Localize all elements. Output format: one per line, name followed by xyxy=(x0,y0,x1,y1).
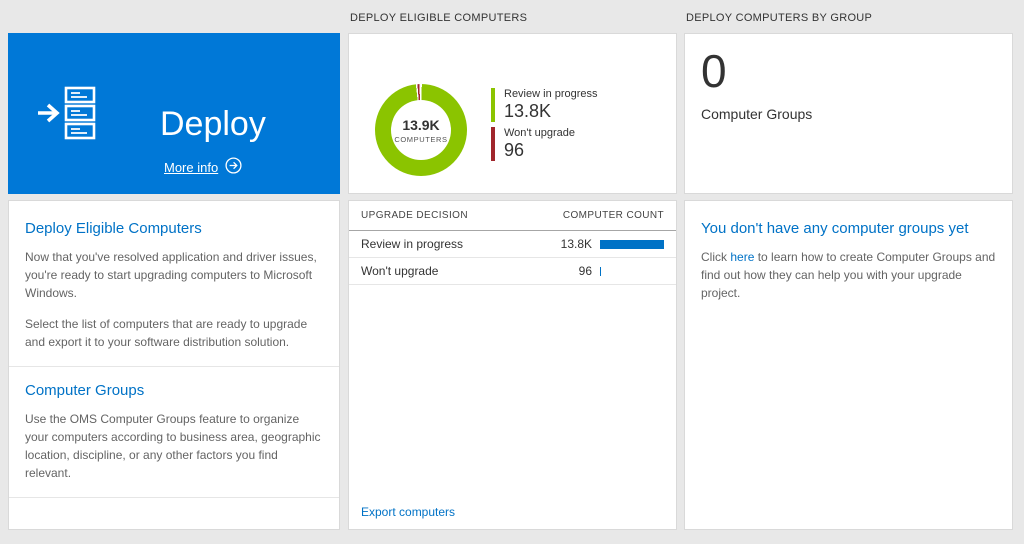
donut-center-value: 13.9K xyxy=(402,116,440,133)
deploy-tile-title: Deploy xyxy=(160,105,266,143)
here-link[interactable]: here xyxy=(730,250,755,264)
column-header-upgrade-decision: UPGRADE DECISION xyxy=(361,210,468,221)
no-groups-paragraph: Click here to learn how to create Comput… xyxy=(701,248,996,302)
legend-label: Review in progress xyxy=(504,88,598,100)
legend-item-wont-upgrade: Won't upgrade 96 xyxy=(491,127,598,161)
legend-label: Won't upgrade xyxy=(504,127,576,139)
upgrade-decision-cell: Won't upgrade xyxy=(361,264,439,278)
donut-hole: 13.9K COMPUTERS xyxy=(391,100,451,160)
column-header-deploy-computers-by-group: DEPLOY COMPUTERS BY GROUP xyxy=(686,12,873,24)
divider xyxy=(9,497,339,498)
table-row[interactable]: Review in progress 13.8K xyxy=(349,231,676,258)
no-groups-text-after: to learn how to create Computer Groups a… xyxy=(701,250,996,300)
legend-swatch-red xyxy=(491,127,495,161)
legend-value: 13.8K xyxy=(504,101,552,121)
legend-item-review-in-progress: Review in progress 13.8K xyxy=(491,88,598,122)
column-header-deploy-eligible-computers: DEPLOY ELIGIBLE COMPUTERS xyxy=(350,12,528,24)
no-groups-text-before: Click xyxy=(701,250,731,264)
donut-chart[interactable]: 13.9K COMPUTERS xyxy=(375,84,467,176)
divider xyxy=(9,366,339,367)
no-groups-title: You don't have any computer groups yet xyxy=(701,220,969,237)
computer-count-cell: 13.8K xyxy=(560,237,592,251)
donut-center-label: COMPUTERS xyxy=(394,134,448,144)
upgrade-decision-table-tile: UPGRADE DECISION COMPUTER COUNT Review i… xyxy=(348,200,677,530)
computer-groups-description-paragraph: Use the OMS Computer Groups feature to o… xyxy=(25,412,321,480)
legend-swatch-green xyxy=(491,88,495,122)
eligible-computers-chart-tile: 13.9K COMPUTERS Review in progress 13.8K… xyxy=(348,33,677,194)
table-row[interactable]: Won't upgrade 96 xyxy=(349,258,676,285)
no-computer-groups-panel: You don't have any computer groups yet C… xyxy=(684,200,1013,530)
section-title-deploy-eligible-computers: Deploy Eligible Computers xyxy=(25,220,202,237)
computer-groups-count-tile: 0 Computer Groups xyxy=(684,33,1013,194)
more-info-label[interactable]: More info xyxy=(164,159,219,175)
column-header-computer-count: COMPUTER COUNT xyxy=(562,210,664,221)
section-title-computer-groups: Computer Groups xyxy=(25,382,145,399)
computer-count-cell: 96 xyxy=(578,264,592,278)
deploy-icon xyxy=(36,85,98,146)
more-info-link[interactable]: More info xyxy=(164,157,242,177)
table-header-row: UPGRADE DECISION COMPUTER COUNT xyxy=(349,201,676,231)
upgrade-decision-cell: Review in progress xyxy=(361,237,464,251)
upgrade-decision-table: UPGRADE DECISION COMPUTER COUNT Review i… xyxy=(349,201,676,529)
legend-value: 96 xyxy=(504,140,525,160)
computer-groups-count-label: Computer Groups xyxy=(701,106,813,122)
deploy-description-paragraph-2: Select the list of computers that are re… xyxy=(25,317,308,349)
deploy-solution-tile[interactable]: Deploy More info xyxy=(8,33,340,194)
count-bar xyxy=(600,239,664,249)
deploy-description-paragraph-1: Now that you've resolved application and… xyxy=(25,250,317,300)
deploy-description-panel: Deploy Eligible Computers Now that you'v… xyxy=(8,200,340,530)
computer-groups-count: 0 xyxy=(701,45,727,97)
arrow-circle-icon[interactable] xyxy=(225,157,242,177)
chart-legend: Review in progress 13.8K Won't upgrade 9… xyxy=(491,88,598,166)
export-computers-link[interactable]: Export computers xyxy=(361,505,456,519)
count-bar xyxy=(600,266,664,276)
